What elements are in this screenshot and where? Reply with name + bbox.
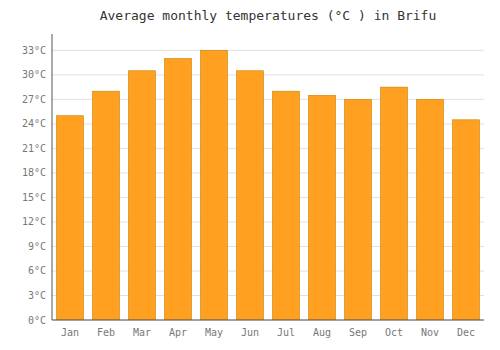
x-tick-label: Apr (169, 327, 187, 338)
chart: Average monthly temperatures (°C ) in Br… (0, 0, 500, 350)
y-tick-label: 24°C (22, 118, 46, 129)
x-tick-label: May (205, 327, 223, 338)
grid-line (52, 50, 484, 51)
y-tick-label: 6°C (28, 265, 46, 276)
x-tick-label: Oct (385, 327, 403, 338)
x-tick-label: Jul (277, 327, 295, 338)
y-tick-label: 27°C (22, 94, 46, 105)
y-tick-label: 9°C (28, 241, 46, 252)
bar (273, 91, 300, 320)
x-tick-label: Dec (457, 327, 475, 338)
title: Average monthly temperatures (°C ) in Br… (100, 8, 437, 23)
bar (237, 71, 264, 320)
x-tick-label: Feb (97, 327, 115, 338)
y-tick-label: 0°C (28, 315, 46, 326)
x-tick-label: Jun (241, 327, 259, 338)
bar (417, 99, 444, 320)
bar (201, 50, 228, 320)
x-axis-line (52, 320, 484, 321)
x-tick-label: Mar (133, 327, 151, 338)
bar (309, 95, 336, 320)
x-tick-label: Nov (421, 327, 439, 338)
grid-line (52, 320, 484, 321)
bars (57, 50, 480, 320)
y-tick-label: 30°C (22, 69, 46, 80)
y-tick-label: 3°C (28, 290, 46, 301)
x-tick-label: Sep (349, 327, 367, 338)
bar (57, 116, 84, 320)
y-tick-label: 18°C (22, 167, 46, 178)
bar (345, 99, 372, 320)
y-tick-label: 12°C (22, 216, 46, 227)
y-axis: 0°C 3°C 6°C 9°C 12°C 15°C 18°C 21°C 24°C 27°C 30°C… (22, 45, 484, 326)
x-axis: Jan Feb Mar Apr May Jun Jul Aug Sep Oct Nov Dec (61, 327, 475, 338)
grid-line (52, 74, 484, 75)
y-tick-label: 33°C (22, 45, 46, 56)
bar (93, 91, 120, 320)
bar (129, 71, 156, 320)
bar (453, 120, 480, 320)
bar (381, 87, 408, 320)
x-tick-label: Jan (61, 327, 79, 338)
bar (165, 59, 192, 320)
y-tick-label: 21°C (22, 143, 46, 154)
y-tick-label: 15°C (22, 192, 46, 203)
y-axis-line (52, 34, 53, 320)
x-tick-label: Aug (313, 327, 331, 338)
